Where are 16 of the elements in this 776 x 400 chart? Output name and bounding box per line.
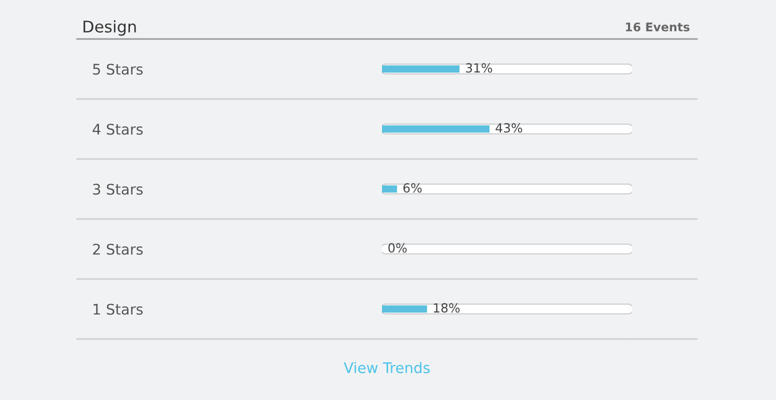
text: Design — [84, 20, 136, 36]
y-tick-label: 3 Stars — [93, 184, 143, 195]
data-label: 6% — [403, 183, 422, 193]
text: 16 Events — [626, 22, 690, 32]
y-tick-label: 2 Stars — [93, 244, 143, 255]
text: View Trends — [344, 362, 430, 374]
bar — [382, 65, 460, 73]
bar — [382, 305, 427, 313]
y-tick-label: 5 Stars — [93, 64, 143, 75]
y-tick-label: 1 Stars — [94, 304, 143, 315]
y-tick-label: 4 Stars — [92, 124, 143, 135]
bar — [382, 185, 397, 193]
data-label: 0% — [388, 243, 407, 253]
data-label: 18% — [434, 303, 460, 313]
data-label: 43% — [496, 123, 522, 133]
data-label: 31% — [466, 63, 492, 73]
